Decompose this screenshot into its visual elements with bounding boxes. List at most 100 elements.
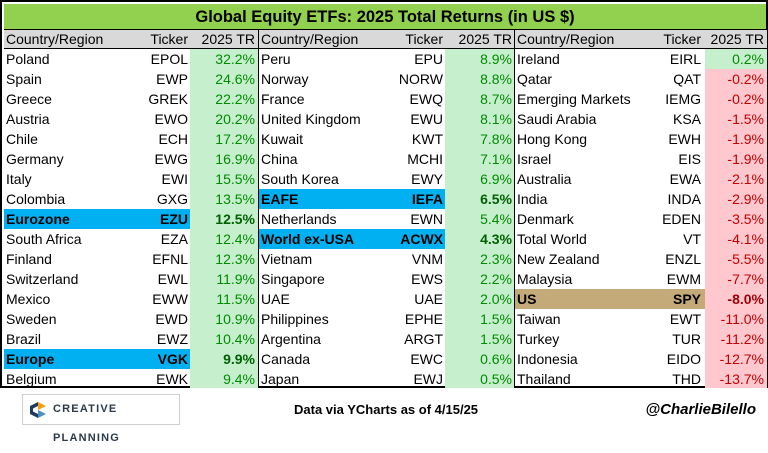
country-region-name: Saudi Arabia (517, 111, 597, 127)
creative-planning-c-logo-icon (30, 402, 46, 418)
country-region-name: Spain (6, 71, 42, 87)
country-region-name: Sweden (6, 311, 57, 327)
table-row: World ex-USA ACWX 4.3% (259, 229, 515, 249)
country-region-name: Total World (517, 231, 587, 247)
ticker-symbol: EIRL (669, 51, 701, 67)
table-row: Austria EWO 20.2% (4, 109, 258, 129)
total-return-value: -1.9% (705, 129, 767, 149)
ticker-symbol: ACWX (400, 231, 443, 247)
table-header-row: Country/Region Ticker 2025 TR (4, 30, 258, 49)
table-row: Switzerland EWL 11.9% (4, 269, 258, 289)
table-row: Saudi Arabia KSA -1.5% (515, 109, 767, 129)
table-row: Israel EIS -1.9% (515, 149, 767, 169)
table-row: Denmark EDEN -3.5% (515, 209, 767, 229)
total-return-value: 17.2% (190, 129, 258, 149)
ticker-symbol: EWS (411, 271, 443, 287)
country-region-name: Vietnam (261, 251, 313, 267)
table-row: US SPY -8.0% (515, 289, 767, 309)
header-ticker: Ticker (405, 31, 443, 47)
table-row: France EWQ 8.7% (259, 89, 515, 109)
country-region-name: Mexico (6, 291, 51, 307)
ticker-symbol: EWO (154, 111, 188, 127)
total-return-value: 13.5% (190, 189, 258, 209)
country-region-name: Poland (6, 51, 50, 67)
header-country-region: Country/Region (6, 31, 104, 47)
table-row: Greece GREK 22.2% (4, 89, 258, 109)
country-region-name: Belgium (6, 371, 57, 387)
total-return-value: 6.5% (445, 189, 515, 209)
total-return-value: -3.5% (705, 209, 767, 229)
table-column-1: Country/Region Ticker 2025 TR Poland EPOL 32.… (4, 30, 258, 389)
ticker-symbol: EIS (678, 151, 701, 167)
ticker-symbol: VNM (411, 251, 443, 267)
country-region-name: India (517, 191, 548, 207)
table-row: Ireland EIRL 0.2% (515, 49, 767, 69)
country-region-name: Australia (517, 171, 572, 187)
country-region-name: Argentina (261, 331, 321, 347)
table-row: Kuwait KWT 7.8% (259, 129, 515, 149)
table-row: United Kingdom EWU 8.1% (259, 109, 515, 129)
total-return-value: 9.9% (190, 349, 258, 369)
total-return-value: -11.2% (705, 329, 767, 349)
table-row: Japan EWJ 0.5% (259, 369, 515, 389)
table-row: Norway NORW 8.8% (259, 69, 515, 89)
ticker-symbol: EZA (160, 231, 188, 247)
country-region-name: Israel (517, 151, 552, 167)
country-region-name: Denmark (517, 211, 574, 227)
total-return-value: -5.5% (705, 249, 767, 269)
total-return-value: 7.8% (445, 129, 515, 149)
ticker-symbol: EWT (669, 311, 701, 327)
table-row: Poland EPOL 32.2% (4, 49, 258, 69)
ticker-symbol: SPY (672, 291, 701, 307)
ticker-symbol: TUR (672, 331, 701, 347)
table-row: Turkey TUR -11.2% (515, 329, 767, 349)
country-region-name: Italy (6, 171, 32, 187)
footer: CREATIVE PLANNING Data via YCharts as of… (0, 388, 768, 444)
country-region-name: Thailand (517, 371, 571, 387)
table-row: Colombia GXG 13.5% (4, 189, 258, 209)
ticker-symbol: EWH (668, 131, 701, 147)
total-return-value: 0.6% (445, 349, 515, 369)
table-row: New Zealand ENZL -5.5% (515, 249, 767, 269)
total-return-value: 10.9% (190, 309, 258, 329)
table-row: Eurozone EZU 12.5% (4, 209, 258, 229)
ticker-symbol: KWT (411, 131, 443, 147)
table-row: Chile ECH 17.2% (4, 129, 258, 149)
country-region-name: Norway (261, 71, 309, 87)
table-row: Mexico EWW 11.5% (4, 289, 258, 309)
country-region-name: Malaysia (517, 271, 573, 287)
ticker-symbol: INDA (667, 191, 701, 207)
table-row: South Africa EZA 12.4% (4, 229, 258, 249)
country-region-name: Netherlands (261, 211, 337, 227)
ticker-symbol: EPU (414, 51, 443, 67)
author-handle: @CharlieBilello (645, 401, 757, 418)
ticker-symbol: EWD (155, 311, 188, 327)
ticker-symbol: MCHI (407, 151, 443, 167)
total-return-value: -2.9% (705, 189, 767, 209)
ticker-symbol: ARGT (404, 331, 443, 347)
logo-text: CREATIVE PLANNING (53, 403, 121, 444)
table-row: Netherlands EWN 5.4% (259, 209, 515, 229)
table-row: Finland EFNL 12.3% (4, 249, 258, 269)
ticker-symbol: EWC (410, 351, 443, 367)
total-return-value: 8.9% (445, 49, 515, 69)
creative-planning-logo: CREATIVE PLANNING (22, 394, 180, 444)
table-title: Global Equity ETFs: 2025 Total Returns (… (4, 4, 766, 30)
table-row: Qatar QAT -0.2% (515, 69, 767, 89)
table-row: Sweden EWD 10.9% (4, 309, 258, 329)
total-return-value: -1.9% (705, 149, 767, 169)
ticker-symbol: EWG (154, 151, 188, 167)
country-region-name: New Zealand (517, 251, 600, 267)
table-column-2: Country/Region Ticker 2025 TR Peru EPU 8.9% No… (258, 30, 515, 389)
ticker-symbol: VGK (157, 351, 188, 367)
table-row: Canada EWC 0.6% (259, 349, 515, 369)
total-return-value: 4.3% (445, 229, 515, 249)
total-return-value: -11.0% (705, 309, 767, 329)
total-return-value: 8.7% (445, 89, 515, 109)
total-return-value: 2.3% (445, 249, 515, 269)
country-region-name: Brazil (6, 331, 42, 347)
total-return-value: 20.2% (190, 109, 258, 129)
table-row: Emerging Markets IEMG -0.2% (515, 89, 767, 109)
ticker-symbol: KSA (672, 111, 701, 127)
ticker-symbol: EPHE (404, 311, 443, 327)
